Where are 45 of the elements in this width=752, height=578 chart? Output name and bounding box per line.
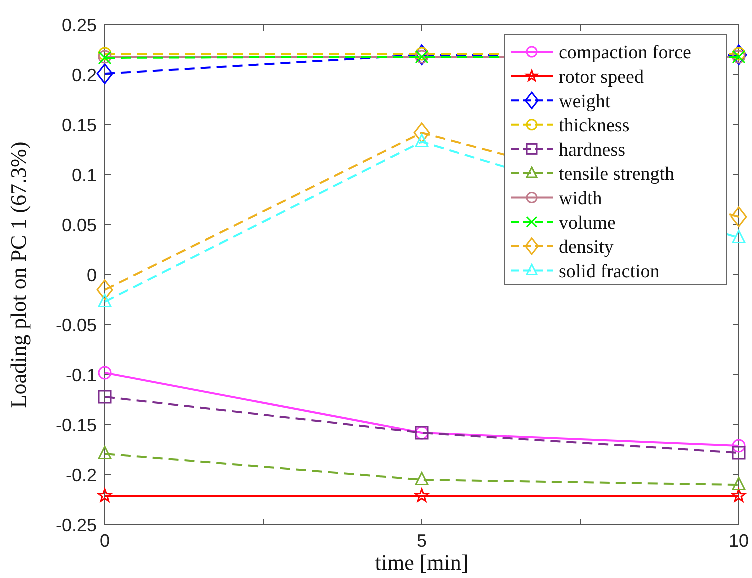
point [96, 280, 114, 300]
point [98, 47, 112, 61]
point [98, 366, 112, 380]
point [414, 488, 430, 502]
y-tick-label: 0.05 [62, 215, 97, 236]
legend-label: thickness [559, 116, 630, 137]
point [98, 390, 112, 404]
legend-label: volume [559, 212, 616, 234]
y-tick-label: -0.1 [66, 365, 97, 386]
legend-label: tensile strength [559, 164, 676, 186]
x-tick-label: 0 [100, 531, 110, 551]
legend-label: weight [559, 91, 612, 112]
point [732, 446, 746, 460]
point [414, 122, 430, 144]
point [415, 134, 429, 148]
y-tick-label: -0.05 [56, 315, 97, 336]
legend-label: hardness [559, 140, 626, 161]
point [98, 294, 112, 308]
point [732, 230, 746, 244]
y-tick-label: 0.15 [62, 115, 97, 136]
y-tick-label: -0.15 [56, 415, 97, 436]
x-tick-label: 10 [728, 531, 750, 551]
y-tick-label: 0.2 [72, 65, 97, 86]
y-tick-label: 0.1 [72, 165, 97, 186]
point [732, 488, 746, 502]
legend-label: width [559, 188, 603, 210]
y-tick-label: 0.25 [62, 15, 97, 36]
y-tick-label: -0.2 [66, 465, 97, 486]
point [415, 472, 429, 486]
point [730, 206, 748, 228]
legend-label: compaction force [559, 42, 692, 64]
x-tick-label: 5 [416, 531, 428, 551]
y-tick-label: 0 [86, 265, 97, 286]
legend-label: density [559, 237, 614, 258]
legend-label: rotor speed [559, 66, 644, 88]
x-axis-title: time [min] [375, 550, 469, 575]
y-axis-title: Loading plot on PC 1 (67.3%) [6, 142, 31, 408]
legend-label: solid fraction [559, 261, 660, 282]
point [98, 488, 112, 502]
point [96, 64, 114, 84]
y-tick-label: -0.25 [56, 515, 97, 536]
point [98, 446, 112, 460]
point [732, 439, 746, 453]
point [415, 47, 429, 61]
point [732, 477, 746, 491]
